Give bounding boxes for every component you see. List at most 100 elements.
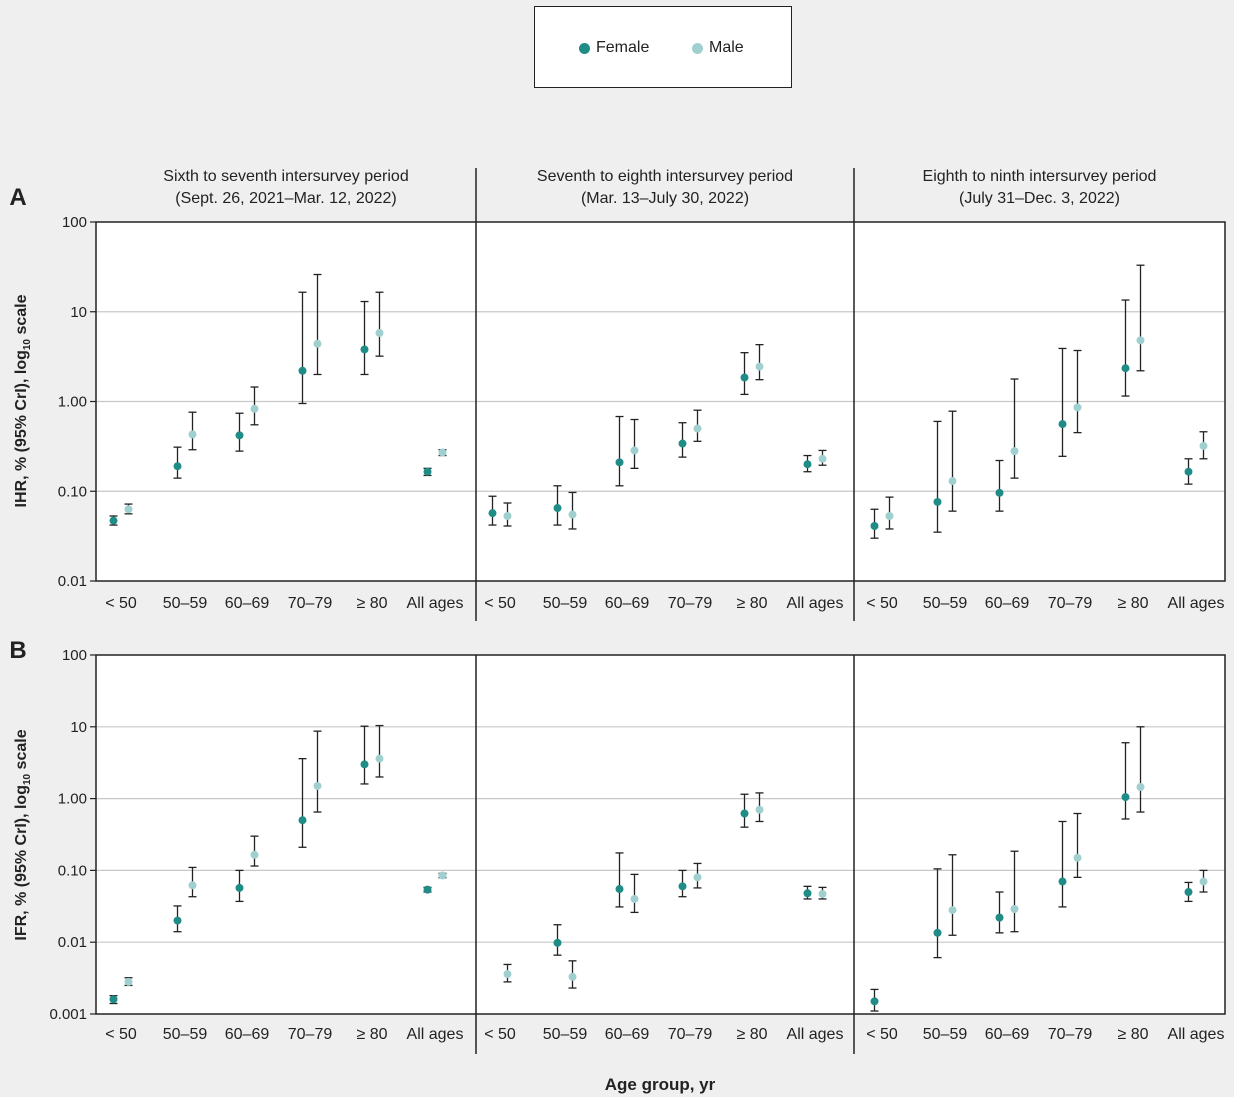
female-point (803, 460, 812, 469)
male-point (948, 906, 957, 915)
male-point (124, 505, 133, 514)
x-tick-label: All ages (787, 1026, 844, 1043)
male-point (375, 754, 384, 763)
female-point (423, 885, 432, 894)
y-tick-label: 0.01 (58, 573, 87, 590)
x-tick-label: ≥ 80 (1117, 1026, 1148, 1043)
x-tick-label: 60–69 (225, 595, 270, 612)
female-point (1058, 877, 1067, 886)
male-point (693, 424, 702, 433)
male-point (1199, 877, 1208, 886)
male-point (1199, 441, 1208, 450)
female-point (1121, 364, 1130, 373)
female-point (360, 345, 369, 354)
female-point (298, 816, 307, 825)
y-axis-label-A: IHR, % (95% CrI), log10 scale (13, 294, 33, 507)
x-tick-label: < 50 (484, 1026, 516, 1043)
x-tick-label: 50–59 (543, 595, 588, 612)
female-point (995, 488, 1004, 497)
x-tick-label: 60–69 (225, 1026, 270, 1043)
male-point (250, 404, 259, 413)
female-point (298, 366, 307, 375)
female-point (678, 882, 687, 891)
male-point (818, 889, 827, 898)
male-point (1136, 336, 1145, 345)
x-tick-label: 70–79 (1048, 595, 1093, 612)
legend-male-label: Male (709, 39, 744, 56)
x-tick-label: 50–59 (163, 595, 208, 612)
y-tick-label: 10 (70, 719, 87, 736)
y-tick-label: 100 (62, 214, 87, 231)
x-tick-label: < 50 (866, 1026, 898, 1043)
female-point (553, 938, 562, 947)
male-point (313, 339, 322, 348)
plot-frame-A (95, 221, 1226, 582)
x-tick-label: 70–79 (288, 1026, 333, 1043)
female-point (423, 467, 432, 476)
period-dates-2: (Mar. 13–July 30, 2022) (581, 190, 749, 207)
male-point (438, 871, 447, 880)
y-tick-label: 0.01 (58, 934, 87, 951)
x-tick-label: All ages (1168, 1026, 1225, 1043)
x-tick-label: 60–69 (605, 595, 650, 612)
female-point (678, 439, 687, 448)
y-tick-label: 1.00 (58, 394, 87, 411)
male-point (313, 781, 322, 790)
y-axis-label-B: IFR, % (95% CrI), log10 scale (13, 729, 33, 940)
male-point (755, 805, 764, 814)
female-point (1184, 888, 1193, 897)
male-point (1136, 783, 1145, 792)
female-point (740, 809, 749, 818)
female-point (235, 883, 244, 892)
x-tick-label: 50–59 (543, 1026, 588, 1043)
female-point (870, 522, 879, 531)
female-point (740, 373, 749, 382)
male-point (693, 873, 702, 882)
panel-letter-A: A (9, 184, 26, 211)
female-point (360, 760, 369, 769)
y-tick-label: 0.10 (58, 483, 87, 500)
female-point (553, 504, 562, 513)
male-point (630, 894, 639, 903)
x-axis-title: Age group, yr (605, 1075, 716, 1094)
female-point (615, 885, 624, 894)
x-tick-label: 60–69 (605, 1026, 650, 1043)
male-point (948, 477, 957, 486)
female-point (1184, 467, 1193, 476)
female-point (803, 889, 812, 898)
male-point (630, 446, 639, 455)
x-tick-label: 50–59 (923, 1026, 968, 1043)
y-tick-label: 0.001 (49, 1006, 87, 1023)
male-point (568, 510, 577, 519)
male-point (250, 850, 259, 859)
female-point (870, 997, 879, 1006)
y-tick-label: 100 (62, 647, 87, 664)
panel-letter-B: B (9, 637, 26, 664)
male-point (1073, 853, 1082, 862)
male-point (124, 977, 133, 986)
x-tick-label: 70–79 (668, 595, 713, 612)
female-point (488, 509, 497, 518)
x-tick-label: ≥ 80 (356, 1026, 387, 1043)
y-tick-label: 0.10 (58, 862, 87, 879)
female-point (933, 928, 942, 937)
legend-male: Male (692, 39, 744, 57)
x-tick-label: 60–69 (985, 1026, 1030, 1043)
legend-female: Female (579, 39, 649, 57)
y-tick-label: 10 (70, 304, 87, 321)
y-tick-label: 1.00 (58, 791, 87, 808)
x-tick-label: < 50 (105, 595, 137, 612)
x-tick-label: < 50 (484, 595, 516, 612)
legend-female-marker (579, 42, 590, 54)
female-point (109, 516, 118, 525)
male-point (503, 511, 512, 520)
plot-area-B (96, 655, 1225, 1014)
female-point (933, 497, 942, 506)
female-point (995, 913, 1004, 922)
male-point (755, 362, 764, 371)
period-dates-3: (July 31–Dec. 3, 2022) (959, 190, 1120, 207)
x-tick-label: ≥ 80 (1117, 595, 1148, 612)
female-point (173, 462, 182, 471)
x-tick-label: ≥ 80 (736, 1026, 767, 1043)
